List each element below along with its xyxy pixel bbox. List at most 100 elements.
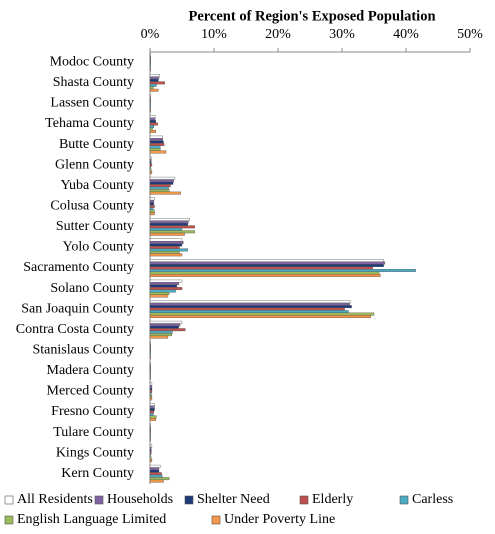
bar xyxy=(149,197,155,201)
bar xyxy=(149,106,151,110)
legend-swatch xyxy=(4,495,14,505)
y-tick-label: Stanislaus County xyxy=(32,343,134,358)
y-tick-label: Solano County xyxy=(50,281,134,296)
bar xyxy=(149,248,188,252)
legend-swatch xyxy=(299,495,309,505)
bar xyxy=(149,232,185,236)
bar xyxy=(149,65,151,69)
bar xyxy=(149,94,151,98)
bar xyxy=(149,115,156,119)
bar xyxy=(149,305,352,309)
bar xyxy=(149,63,151,67)
bar xyxy=(149,433,151,437)
y-tick-label: Tehama County xyxy=(45,116,134,131)
bar xyxy=(149,438,151,442)
bar xyxy=(149,158,152,162)
bar xyxy=(149,351,151,355)
bar xyxy=(149,253,183,257)
bar xyxy=(149,413,154,416)
bar xyxy=(149,320,183,324)
bar xyxy=(149,88,159,92)
bar xyxy=(149,202,155,206)
x-tick-label: 10% xyxy=(201,27,227,42)
bar xyxy=(149,302,350,306)
bar xyxy=(149,135,164,139)
y-tick-label: Madera County xyxy=(47,363,134,378)
bar xyxy=(149,238,183,242)
bar xyxy=(149,148,161,151)
bar xyxy=(149,362,151,365)
y-tick-label: Sacramento County xyxy=(23,260,134,275)
bar xyxy=(149,456,152,460)
bar xyxy=(149,225,195,229)
bar xyxy=(149,120,156,123)
bar xyxy=(149,109,151,113)
bar xyxy=(149,451,152,455)
y-tick-label: Kings County xyxy=(56,445,134,460)
bar xyxy=(149,227,183,231)
bar xyxy=(149,273,381,277)
bar xyxy=(149,426,151,430)
bar xyxy=(149,449,152,453)
bar xyxy=(149,181,174,185)
bar xyxy=(149,101,151,105)
bar xyxy=(149,189,170,193)
bar xyxy=(149,279,183,283)
y-tick-label: Colusa County xyxy=(50,199,134,214)
bar xyxy=(149,150,167,154)
y-tick-label: Butte County xyxy=(59,137,134,152)
bar xyxy=(149,250,180,254)
y-tick-label: Kern County xyxy=(61,466,134,481)
bar xyxy=(149,266,373,270)
bar xyxy=(149,382,153,386)
bar xyxy=(149,269,416,272)
bar xyxy=(149,330,173,334)
bar xyxy=(149,245,180,249)
bar xyxy=(149,74,160,77)
bar xyxy=(149,346,151,350)
legend-label: Carless xyxy=(412,492,453,507)
bar xyxy=(149,86,154,90)
bar xyxy=(149,204,155,208)
bar xyxy=(149,328,186,332)
bar xyxy=(149,353,151,357)
x-tick-label: 20% xyxy=(265,27,291,42)
bar xyxy=(149,176,176,180)
legend-swatch xyxy=(399,495,409,505)
bar xyxy=(149,472,162,476)
bar xyxy=(149,143,165,147)
y-tick-label: Shasta County xyxy=(53,75,134,90)
legend-label: Elderly xyxy=(312,492,353,507)
bar xyxy=(149,284,178,288)
bar xyxy=(149,218,190,221)
bar xyxy=(149,166,151,170)
bar xyxy=(149,68,151,72)
bar xyxy=(149,385,153,388)
bar xyxy=(149,199,155,203)
bar xyxy=(149,410,155,414)
x-tick-label: 30% xyxy=(329,27,355,42)
bar xyxy=(149,289,176,293)
y-tick-label: Yuba County xyxy=(61,178,135,193)
bar xyxy=(149,125,155,128)
bar xyxy=(149,163,153,167)
bar xyxy=(149,366,151,370)
y-tick-label: Yolo County xyxy=(63,240,134,255)
x-tick-label: 0% xyxy=(141,27,160,42)
bar xyxy=(149,356,151,360)
y-tick-label: Merced County xyxy=(47,384,134,399)
bar xyxy=(149,389,153,393)
bar xyxy=(149,405,155,409)
bar xyxy=(149,335,169,339)
bar xyxy=(149,364,151,368)
bar xyxy=(149,156,152,160)
bar xyxy=(149,60,151,64)
bar xyxy=(149,310,349,314)
bar xyxy=(149,212,155,216)
y-tick-label: Glenn County xyxy=(55,157,134,172)
bar xyxy=(149,446,152,450)
bar xyxy=(149,479,164,483)
bar xyxy=(149,78,159,82)
bar xyxy=(149,287,183,291)
bar xyxy=(149,83,157,87)
